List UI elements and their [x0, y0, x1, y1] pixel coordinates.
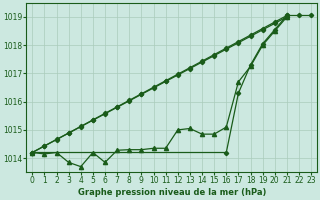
- X-axis label: Graphe pression niveau de la mer (hPa): Graphe pression niveau de la mer (hPa): [77, 188, 266, 197]
